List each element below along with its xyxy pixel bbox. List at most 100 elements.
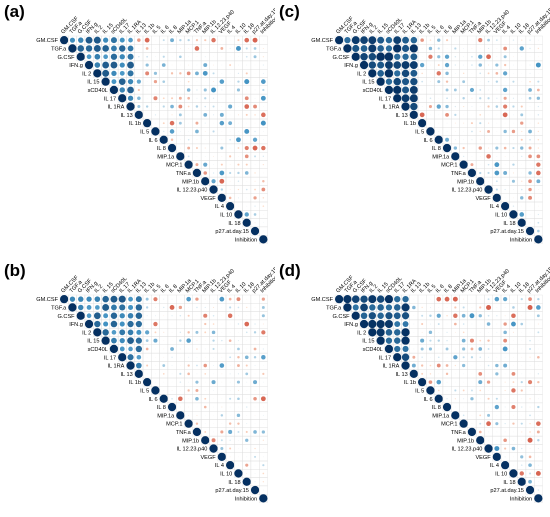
- correlation-circle: [103, 321, 109, 327]
- correlation-circle: [502, 346, 508, 352]
- correlation-circle: [237, 397, 240, 401]
- correlation-circle: [126, 361, 135, 370]
- correlation-circle: [520, 188, 523, 191]
- correlation-circle: [501, 202, 510, 211]
- correlation-circle: [153, 80, 158, 84]
- correlation-circle: [237, 188, 240, 191]
- correlation-circle: [479, 171, 482, 175]
- correlation-circle: [469, 338, 474, 343]
- column-label: IL 2: [369, 25, 380, 36]
- correlation-circle: [529, 448, 531, 449]
- correlation-circle: [146, 55, 149, 58]
- correlation-circle: [262, 381, 264, 383]
- correlation-circle: [229, 114, 231, 116]
- correlation-circle: [246, 381, 248, 383]
- correlation-circle: [513, 56, 514, 58]
- correlation-circle: [486, 421, 491, 427]
- correlation-circle: [502, 87, 508, 93]
- correlation-circle: [512, 331, 514, 333]
- correlogram-svg: (a) GM.CSF TGF.a G.CSF IFN.g IL 2 IL 15 sCD40L I…: [4, 2, 275, 244]
- correlation-circle: [246, 406, 248, 408]
- correlation-circle: [537, 414, 539, 416]
- correlation-circle: [254, 455, 257, 458]
- correlation-circle: [377, 45, 384, 52]
- correlation-circle: [479, 306, 482, 309]
- correlation-circle: [488, 373, 489, 375]
- correlation-circle: [195, 121, 199, 125]
- row-label: IL 15: [362, 339, 374, 345]
- correlation-circle: [503, 330, 507, 335]
- correlation-circle: [211, 330, 216, 335]
- correlation-circle: [463, 373, 465, 375]
- correlation-circle: [203, 405, 207, 409]
- correlation-circle: [244, 355, 249, 360]
- correlation-circle: [529, 114, 531, 116]
- correlation-circle: [376, 336, 385, 345]
- correlation-circle: [528, 455, 532, 459]
- correlation-circle: [521, 365, 523, 366]
- correlation-circle: [503, 322, 507, 326]
- correlation-circle: [126, 102, 135, 111]
- correlation-circle: [496, 155, 498, 157]
- correlation-circle: [196, 356, 198, 358]
- row-label: IL 13: [120, 372, 132, 378]
- correlation-circle: [262, 47, 264, 49]
- correlation-circle: [261, 112, 266, 118]
- correlation-circle: [454, 381, 456, 383]
- correlation-circle: [237, 430, 240, 433]
- correlation-circle: [254, 188, 256, 191]
- row-label: IL 17: [379, 355, 391, 361]
- correlation-circle: [101, 336, 110, 345]
- correlation-circle: [188, 56, 190, 58]
- correlation-circle: [496, 340, 498, 342]
- correlation-circle: [219, 363, 225, 368]
- row-label: IL 8: [157, 405, 166, 411]
- correlation-circle: [135, 304, 143, 311]
- correlation-circle: [463, 139, 465, 141]
- correlation-circle: [430, 114, 431, 116]
- correlation-circle: [520, 298, 523, 301]
- correlation-circle: [155, 122, 156, 124]
- correlation-circle: [479, 114, 482, 116]
- correlation-circle: [179, 356, 181, 358]
- correlation-circle: [536, 179, 541, 184]
- correlation-circle: [488, 431, 489, 433]
- correlation-circle: [245, 372, 249, 376]
- correlation-circle: [169, 305, 175, 310]
- correlation-circle: [229, 89, 231, 91]
- correlation-circle: [488, 439, 489, 441]
- correlation-circle: [429, 323, 431, 325]
- correlation-circle: [163, 72, 165, 74]
- correlation-circle: [529, 315, 531, 317]
- correlation-circle: [187, 105, 190, 108]
- correlation-circle: [528, 463, 532, 467]
- correlation-circle: [503, 129, 507, 134]
- correlation-circle: [238, 439, 239, 441]
- row-label: IL 5: [140, 129, 149, 135]
- correlation-circle: [184, 419, 193, 428]
- correlation-circle: [385, 78, 393, 85]
- correlation-circle: [204, 390, 206, 391]
- correlation-circle: [487, 122, 490, 124]
- correlation-circle: [446, 122, 448, 124]
- correlation-circle: [470, 397, 474, 401]
- correlation-circle: [170, 104, 174, 109]
- correlation-circle: [221, 97, 223, 99]
- correlation-circle: [496, 414, 498, 416]
- correlation-circle: [513, 64, 514, 66]
- correlation-circle: [254, 439, 256, 441]
- correlogram-svg: (c) GM.CSF TGF.a G.CSF IFN.g IL 2 IL 15 sCD40L I…: [279, 2, 550, 244]
- correlation-circle: [246, 122, 248, 124]
- row-label: TNF.a: [451, 430, 467, 436]
- correlation-circle: [495, 397, 498, 400]
- correlation-circle: [136, 354, 142, 360]
- correlation-circle: [221, 89, 223, 91]
- correlation-circle: [203, 112, 208, 117]
- row-label: TGF.a: [51, 46, 67, 52]
- correlation-circle: [385, 304, 393, 311]
- correlation-circle: [521, 81, 523, 83]
- correlation-circle: [253, 55, 257, 59]
- correlation-circle: [537, 323, 539, 325]
- row-label: IL 10: [220, 212, 232, 218]
- correlation-circle: [146, 323, 148, 325]
